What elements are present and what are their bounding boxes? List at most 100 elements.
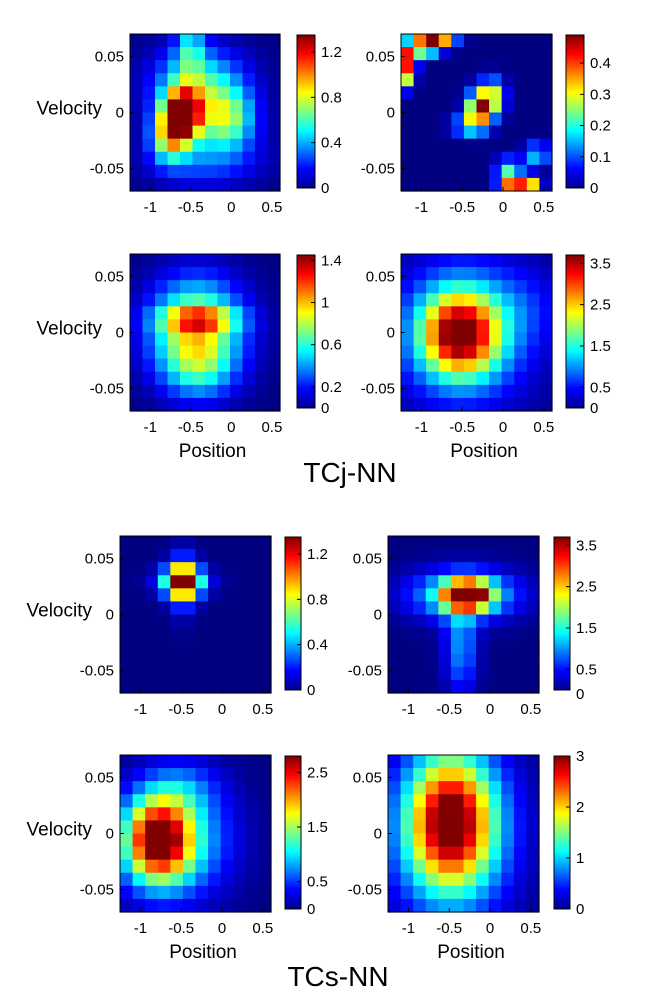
heatmap-panel-6: -1 -0.5 0 0.5 0.05 0 -0.05 0.5 1.5 2.5 3.5 0 xyxy=(348,535,597,718)
heatmap-cell xyxy=(192,138,206,153)
heatmap-cell xyxy=(205,73,219,87)
heatmap-cell xyxy=(170,859,184,874)
heatmap-cell xyxy=(463,588,477,603)
heatmap-cell xyxy=(539,151,553,166)
y-axis-label: Velocity xyxy=(27,820,93,841)
colorbar-tick-label: 1 xyxy=(321,294,329,311)
heatmap-cell xyxy=(157,549,171,563)
heatmap-cell xyxy=(451,138,465,153)
heatmap-cell xyxy=(205,397,219,412)
heatmap-cell xyxy=(425,653,439,668)
heatmap-cell xyxy=(217,254,231,268)
heatmap-cell xyxy=(242,60,256,74)
heatmap-cell xyxy=(167,358,181,373)
heatmap-cell xyxy=(267,267,281,281)
heatmap-cell xyxy=(230,332,244,347)
heatmap-cell xyxy=(217,112,231,127)
heatmap-cell xyxy=(413,562,427,576)
heatmap-cell xyxy=(182,536,197,550)
heatmap-cell xyxy=(513,640,528,655)
heatmap-cell xyxy=(425,872,439,887)
heatmap-cell xyxy=(242,280,256,294)
heatmap-cell xyxy=(450,549,465,563)
heatmap-cell xyxy=(157,666,171,681)
heatmap-cell xyxy=(539,267,553,281)
heatmap-cell xyxy=(526,601,540,616)
heatmap-cell xyxy=(245,781,260,795)
heatmap-cell xyxy=(258,781,272,795)
heatmap-cell xyxy=(438,781,452,795)
heatmap-cell xyxy=(182,820,197,835)
y-tick-label: 0 xyxy=(116,325,124,342)
heatmap-cell xyxy=(463,640,477,655)
heatmap-cell xyxy=(413,384,427,399)
heatmap-cell xyxy=(401,125,415,140)
heatmap-cell xyxy=(501,833,515,848)
heatmap-cell xyxy=(463,536,477,550)
x-axis-label: Position xyxy=(437,942,505,963)
heatmap-cell xyxy=(205,99,219,114)
heatmap-cell xyxy=(180,112,194,127)
heatmap-cell xyxy=(425,755,439,769)
heatmap-cell xyxy=(539,73,553,87)
heatmap-cell xyxy=(488,807,502,822)
heatmap-cell xyxy=(488,820,502,835)
heatmap-cell xyxy=(155,60,169,74)
heatmap-cell xyxy=(413,755,427,769)
heatmap-cell xyxy=(438,627,452,642)
heatmap-cell xyxy=(413,177,427,192)
heatmap-cell xyxy=(195,614,209,629)
x-tick-label: 0.5 xyxy=(533,419,554,436)
heatmap-cell xyxy=(539,306,553,321)
heatmap-cell xyxy=(167,47,181,61)
heatmap-cell xyxy=(195,588,209,603)
heatmap-cell xyxy=(476,755,490,769)
heatmap-cell xyxy=(167,86,181,101)
colorbar xyxy=(284,536,302,691)
heatmap-cell xyxy=(388,549,402,563)
heatmap-cell xyxy=(489,397,503,412)
heatmap-cell xyxy=(192,86,206,101)
heatmap-cell xyxy=(488,846,502,861)
heatmap-cell xyxy=(195,885,209,900)
heatmap-cell xyxy=(501,254,515,268)
heatmap-cell xyxy=(208,898,222,913)
heatmap-cell xyxy=(526,358,541,373)
heatmap-cell xyxy=(438,588,452,603)
heatmap-cell xyxy=(476,601,490,616)
heatmap-cell xyxy=(217,47,231,61)
colorbar-tick-label: 0.6 xyxy=(321,337,342,354)
heatmap-cell xyxy=(476,679,490,694)
heatmap-cell xyxy=(413,125,427,140)
heatmap-cell xyxy=(120,807,134,822)
heatmap-cell xyxy=(145,885,159,900)
heatmap-cell xyxy=(426,319,440,334)
heatmap-cell xyxy=(463,34,478,48)
y-tick-label: -0.05 xyxy=(361,381,395,398)
heatmap-cell xyxy=(157,755,171,769)
heatmap-cell xyxy=(539,358,553,373)
heatmap-cell xyxy=(463,898,477,913)
heatmap-cell xyxy=(413,768,427,782)
heatmap-cell xyxy=(425,679,439,694)
heatmap-cell xyxy=(205,384,219,399)
heatmap-cell xyxy=(488,614,502,629)
heatmap-cell xyxy=(167,138,181,153)
heatmap-cell xyxy=(489,332,503,347)
heatmap-cell xyxy=(180,164,194,179)
heatmap-cell xyxy=(145,536,159,550)
heatmap-cell xyxy=(180,138,194,153)
heatmap-cell xyxy=(426,384,440,399)
heatmap-cell xyxy=(514,397,528,412)
heatmap-cell xyxy=(217,397,231,412)
heatmap-cell xyxy=(501,34,515,48)
heatmap-cell xyxy=(425,549,439,563)
heatmap-cell xyxy=(132,640,146,655)
heatmap-cell xyxy=(258,601,272,616)
heatmap-cell xyxy=(233,614,247,629)
heatmap-cell xyxy=(388,781,402,795)
heatmap-cell xyxy=(401,371,415,386)
heatmap-cell xyxy=(501,358,515,373)
heatmap-cell xyxy=(526,34,541,48)
heatmap-cell xyxy=(438,885,452,900)
